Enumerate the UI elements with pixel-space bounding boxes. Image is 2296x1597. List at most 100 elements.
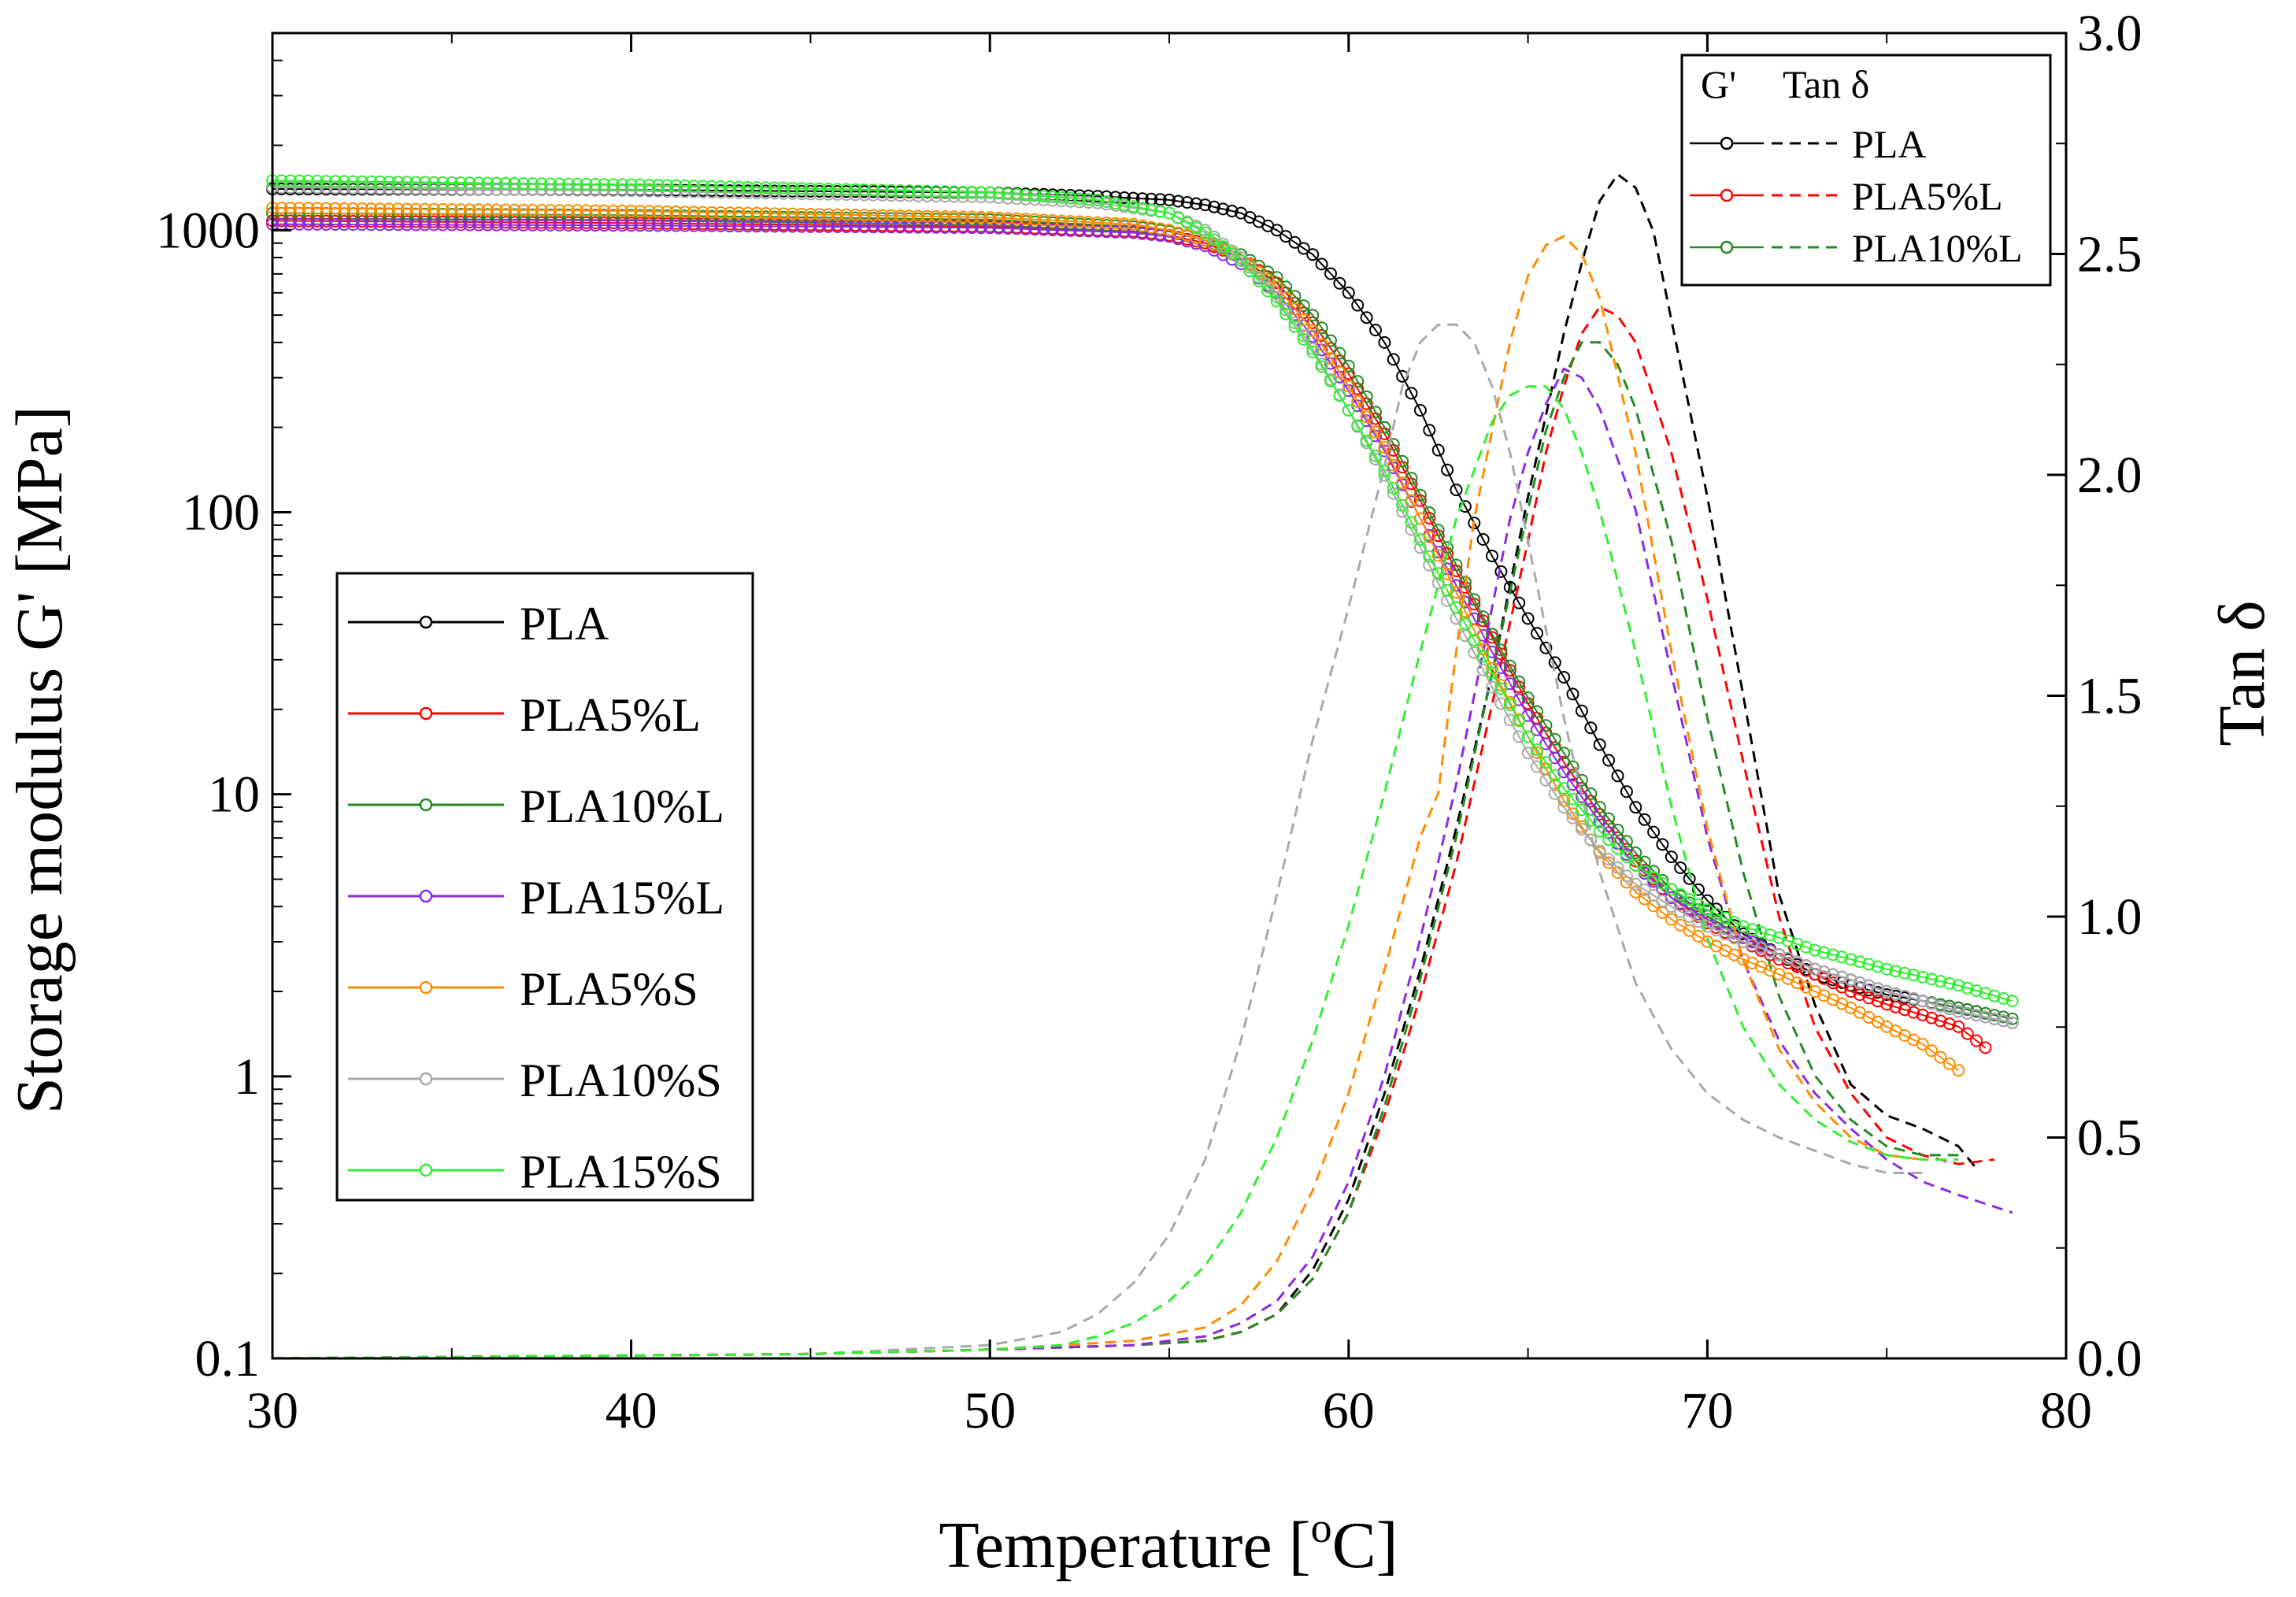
storage-modulus-point-pla15pcts <box>1952 979 1965 992</box>
storage-modulus-point-pla5pcts <box>1360 410 1373 424</box>
storage-modulus-point-pla5pcts <box>1037 213 1050 227</box>
storage-modulus-point-pla15pctl <box>768 220 781 233</box>
storage-modulus-point-pla5pcts <box>1010 212 1024 225</box>
legend-main: PLA PLA5%L PLA10%L PLA15%L PLA5%S PLA10%S PLA1… <box>335 572 754 1202</box>
storage-modulus-point-pla10pcts <box>1423 558 1436 572</box>
storage-modulus-point-pla5pcts <box>365 202 378 216</box>
storage-modulus-point-pla15pcts <box>1521 730 1535 743</box>
storage-modulus-point-pla10pctl <box>1970 1005 1983 1018</box>
storage-modulus-point-pla5pcts <box>1082 216 1095 229</box>
storage-modulus-point-pla <box>1360 311 1373 324</box>
storage-modulus-point-pla <box>1674 861 1687 874</box>
storage-modulus-point-pla10pcts <box>1942 1002 1956 1015</box>
storage-modulus-point-pla15pcts <box>947 185 961 198</box>
storage-modulus-point-pla10pctl <box>1602 812 1616 825</box>
storage-modulus-point-pla <box>1566 687 1579 701</box>
storage-modulus-point-pla10pctl <box>1494 643 1508 657</box>
storage-modulus-point-pla <box>1539 641 1553 654</box>
y-axis-title: Storage modulus G' [MPa] <box>3 406 76 1113</box>
storage-modulus-point-pla15pcts <box>1548 769 1561 782</box>
storage-modulus-point-pla15pcts <box>1934 975 1947 988</box>
storage-modulus-point-pla15pcts <box>535 177 548 191</box>
y2-tick-label: 3.0 <box>2077 5 2142 62</box>
storage-modulus-point-pla15pcts <box>687 180 701 193</box>
legend-main-item-pla5pctl: PLA5%L <box>348 689 701 741</box>
storage-modulus-point-pla5pctl <box>391 215 405 228</box>
storage-modulus-point-pla15pcts <box>1243 264 1257 277</box>
storage-modulus-point-pla15pcts <box>723 180 736 194</box>
storage-modulus-point-pla5pcts <box>598 204 611 217</box>
storage-modulus-point-pla15pcts <box>643 179 656 191</box>
storage-modulus-point-pla5pcts <box>1342 380 1355 393</box>
storage-modulus-point-pla5pcts <box>867 209 880 222</box>
storage-modulus-point-pla <box>1647 825 1661 839</box>
storage-modulus-point-pla15pcts <box>1647 871 1661 884</box>
storage-modulus-point-pla <box>1611 769 1624 783</box>
storage-modulus-point-pla10pcts <box>373 182 387 195</box>
storage-modulus-point-pla <box>1656 838 1669 851</box>
storage-modulus-point-pla15pcts <box>1799 940 1813 954</box>
storage-modulus-point-pla15pctl <box>1531 723 1543 736</box>
storage-modulus-point-pla <box>1118 191 1131 204</box>
storage-modulus-point-pla15pctl <box>1602 826 1616 839</box>
storage-modulus-point-pla5pcts <box>436 202 450 216</box>
storage-modulus-point-pla5pcts <box>1172 226 1185 239</box>
storage-modulus-point-pla15pcts <box>678 180 691 192</box>
storage-modulus-point-pla15pcts <box>1844 953 1857 966</box>
storage-modulus-point-pla15pcts <box>338 175 351 188</box>
storage-modulus-point-pla15pcts <box>624 178 638 191</box>
y2-tick-label: 1.5 <box>2077 668 2142 725</box>
storage-modulus-point-pla5pcts <box>346 202 360 215</box>
storage-modulus-point-pla15pcts <box>1405 516 1418 529</box>
storage-modulus-point-pla5pcts <box>795 207 808 220</box>
legend-main-label: PLA15%S <box>520 1146 722 1198</box>
storage-modulus-point-pla15pctl <box>365 218 378 232</box>
storage-modulus-point-pla15pctl <box>813 220 826 233</box>
storage-modulus-point-pla15pcts <box>1809 943 1822 957</box>
x-axis-title: Temperature [oC] <box>939 1504 1398 1582</box>
storage-modulus-point-pla5pcts <box>580 204 593 217</box>
storage-modulus-point-pla15pctl <box>445 218 458 232</box>
storage-modulus-point-pla10pcts <box>1261 280 1275 294</box>
storage-modulus-point-pla15pcts <box>1423 550 1436 563</box>
storage-modulus-point-pla5pcts <box>1916 1038 1929 1050</box>
storage-modulus-point-pla5pcts <box>1531 746 1543 759</box>
storage-modulus-point-pla5pctl <box>373 215 387 228</box>
storage-modulus-point-pla <box>1476 533 1490 546</box>
storage-modulus-point-pla15pcts <box>1907 969 1920 982</box>
storage-modulus-point-pla5pcts <box>428 202 440 216</box>
storage-modulus-point-pla15pcts <box>1100 195 1113 208</box>
storage-modulus-point-pla10pctl <box>1476 610 1490 624</box>
storage-modulus-point-pla15pcts <box>1781 934 1794 947</box>
storage-modulus-point-pla10pcts <box>1647 889 1661 902</box>
storage-modulus-point-pla15pctl <box>1082 224 1095 238</box>
storage-modulus-point-pla <box>1575 704 1588 717</box>
storage-modulus-point-pla10pcts <box>1907 992 1920 1006</box>
legend-marker <box>419 889 433 903</box>
storage-modulus-point-pla10pcts <box>1862 979 1876 992</box>
tan-delta-line-pla15pctl <box>272 367 2013 1360</box>
storage-modulus-point-pla15pctl <box>355 218 368 232</box>
storage-modulus-point-pla <box>1333 276 1346 290</box>
legend-main-frame <box>335 572 754 1202</box>
storage-modulus-point-pla15pctl <box>544 218 557 232</box>
storage-modulus-point-pla5pcts <box>472 203 485 217</box>
storage-modulus-point-pla5pcts <box>1629 885 1642 899</box>
storage-modulus-point-pla15pcts <box>1826 948 1839 962</box>
storage-modulus-point-pla10pctl <box>1503 659 1516 673</box>
storage-modulus-point-pla15pcts <box>634 178 646 191</box>
storage-modulus-point-pla5pcts <box>535 203 548 217</box>
storage-modulus-point-pla <box>1127 191 1140 205</box>
storage-modulus-point-pla <box>1486 550 1498 562</box>
storage-modulus-point-pla <box>1154 193 1167 206</box>
storage-modulus-point-pla15pctl <box>338 218 351 232</box>
storage-modulus-point-pla15pcts <box>1898 966 1911 980</box>
storage-modulus-point-pla15pctl <box>1154 229 1167 243</box>
storage-modulus-point-pla15pcts <box>929 185 942 198</box>
tan-delta-line-pla5pcts <box>272 235 1923 1360</box>
storage-modulus-point-pla15pcts <box>580 177 593 191</box>
storage-modulus-point-pla15pcts <box>1306 346 1320 358</box>
storage-modulus-point-pla5pcts <box>651 205 665 218</box>
storage-modulus-point-pla5pcts <box>1934 1050 1947 1064</box>
storage-modulus-point-pla <box>1351 298 1365 312</box>
